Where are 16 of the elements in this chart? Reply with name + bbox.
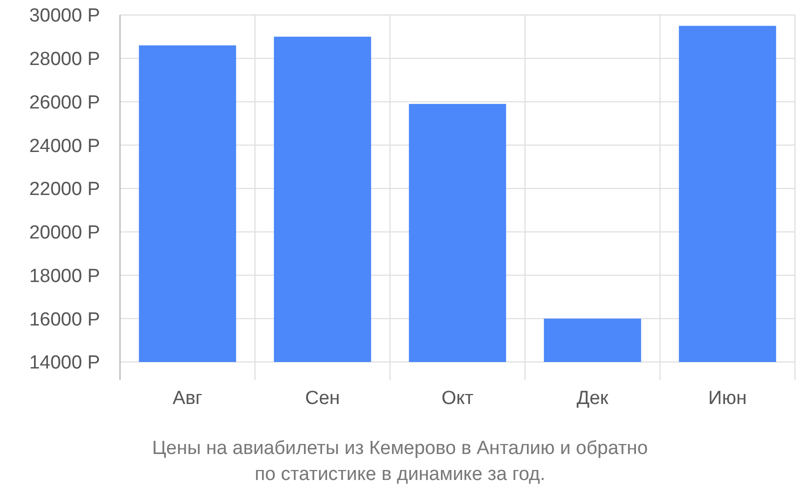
x-tick-label: Авг bbox=[172, 388, 202, 409]
y-tick-label: 30000 Р bbox=[29, 6, 100, 27]
y-tick-label: 24000 Р bbox=[29, 136, 100, 157]
y-tick-label: 20000 Р bbox=[29, 222, 100, 244]
y-tick-label: 18000 Р bbox=[29, 266, 100, 287]
y-tick-label: 26000 Р bbox=[29, 92, 100, 114]
x-tick-label: Июн bbox=[708, 388, 747, 409]
text: Цены на авиабилеты из Кемерово в Анталию и обратно bbox=[152, 438, 648, 459]
y-tick-label: 22000 Р bbox=[29, 179, 100, 200]
text: по статистике в динамике за год. bbox=[254, 464, 546, 485]
x-tick-label: Дек bbox=[576, 388, 610, 409]
y-tick-label: 14000 Р bbox=[29, 352, 100, 374]
x-tick-label: Сен bbox=[305, 388, 340, 409]
y-tick-label: 28000 Р bbox=[29, 49, 100, 70]
x-tick-label: Окт bbox=[441, 388, 474, 409]
y-tick-label: 16000 Р bbox=[29, 309, 100, 330]
